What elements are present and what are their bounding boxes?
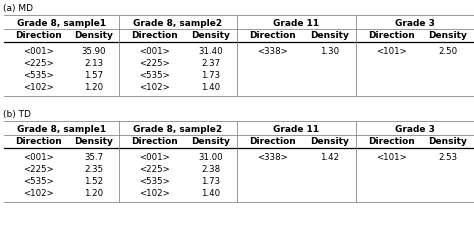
Text: Grade 3: Grade 3 xyxy=(395,124,435,134)
Text: 1.42: 1.42 xyxy=(320,154,339,163)
Text: (b) TD: (b) TD xyxy=(3,110,31,119)
Text: Direction: Direction xyxy=(249,31,296,40)
Text: 1.73: 1.73 xyxy=(201,71,220,80)
Text: 1.57: 1.57 xyxy=(84,71,103,80)
Text: 2.50: 2.50 xyxy=(438,48,457,56)
Text: <225>: <225> xyxy=(139,165,170,174)
Text: Density: Density xyxy=(428,31,467,40)
Text: <101>: <101> xyxy=(376,48,407,56)
Text: Density: Density xyxy=(428,138,467,147)
Text: <535>: <535> xyxy=(139,71,170,80)
Text: <225>: <225> xyxy=(23,165,54,174)
Text: 2.13: 2.13 xyxy=(84,60,103,69)
Text: Density: Density xyxy=(310,138,349,147)
Text: 31.00: 31.00 xyxy=(199,154,223,163)
Text: Direction: Direction xyxy=(15,138,62,147)
Text: 2.53: 2.53 xyxy=(438,154,457,163)
Text: <102>: <102> xyxy=(23,189,54,198)
Text: <001>: <001> xyxy=(139,48,170,56)
Text: 1.40: 1.40 xyxy=(201,84,220,93)
Text: Direction: Direction xyxy=(368,138,415,147)
Text: <102>: <102> xyxy=(23,84,54,93)
Text: Direction: Direction xyxy=(249,138,296,147)
Text: <225>: <225> xyxy=(23,60,54,69)
Text: <001>: <001> xyxy=(23,48,54,56)
Text: Direction: Direction xyxy=(15,31,62,40)
Text: Density: Density xyxy=(74,31,113,40)
Text: 1.73: 1.73 xyxy=(201,178,220,187)
Text: Density: Density xyxy=(191,138,230,147)
Text: Grade 8, sample2: Grade 8, sample2 xyxy=(134,19,223,28)
Text: 2.35: 2.35 xyxy=(84,165,103,174)
Text: <535>: <535> xyxy=(139,178,170,187)
Text: <102>: <102> xyxy=(139,84,170,93)
Text: <535>: <535> xyxy=(23,178,54,187)
Text: <101>: <101> xyxy=(376,154,407,163)
Text: <338>: <338> xyxy=(257,154,288,163)
Text: <338>: <338> xyxy=(257,48,288,56)
Text: 1.20: 1.20 xyxy=(84,189,103,198)
Text: Direction: Direction xyxy=(131,138,178,147)
Text: Grade 8, sample1: Grade 8, sample1 xyxy=(17,19,106,28)
Text: 2.38: 2.38 xyxy=(201,165,220,174)
Text: 1.40: 1.40 xyxy=(201,189,220,198)
Text: <001>: <001> xyxy=(23,154,54,163)
Text: Grade 8, sample1: Grade 8, sample1 xyxy=(17,124,106,134)
Text: 1.30: 1.30 xyxy=(320,48,339,56)
Text: (a) MD: (a) MD xyxy=(3,5,33,14)
Text: <102>: <102> xyxy=(139,189,170,198)
Text: Density: Density xyxy=(310,31,349,40)
Text: <225>: <225> xyxy=(139,60,170,69)
Text: Density: Density xyxy=(74,138,113,147)
Text: <001>: <001> xyxy=(139,154,170,163)
Text: 31.40: 31.40 xyxy=(199,48,223,56)
Text: 35.90: 35.90 xyxy=(82,48,106,56)
Text: 1.20: 1.20 xyxy=(84,84,103,93)
Text: Direction: Direction xyxy=(368,31,415,40)
Text: Direction: Direction xyxy=(131,31,178,40)
Text: Grade 3: Grade 3 xyxy=(395,19,435,28)
Text: 35.7: 35.7 xyxy=(84,154,103,163)
Text: 1.52: 1.52 xyxy=(84,178,103,187)
Text: Grade 8, sample2: Grade 8, sample2 xyxy=(134,124,223,134)
Text: Grade 11: Grade 11 xyxy=(273,124,319,134)
Text: 2.37: 2.37 xyxy=(201,60,220,69)
Text: <535>: <535> xyxy=(23,71,54,80)
Text: Grade 11: Grade 11 xyxy=(273,19,319,28)
Text: Density: Density xyxy=(191,31,230,40)
